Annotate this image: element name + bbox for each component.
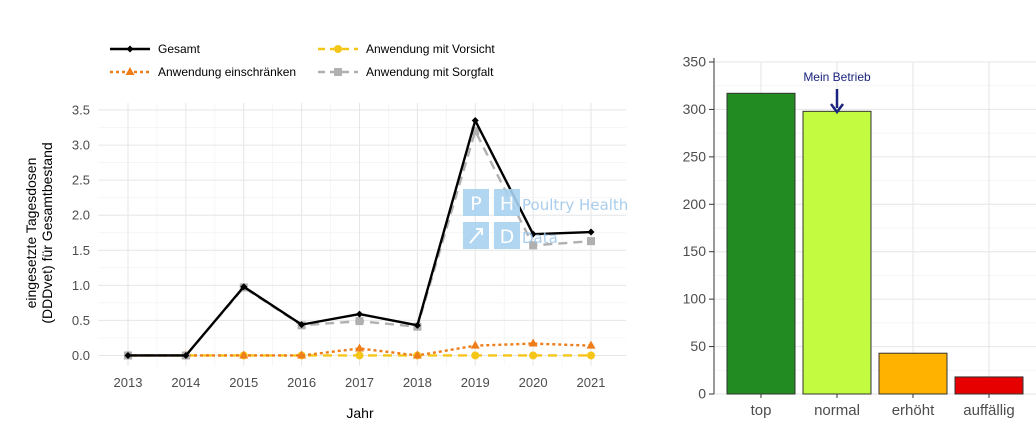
y-tick-label: 150: [683, 243, 707, 259]
logo-tile-p: [463, 189, 489, 216]
data-point-triangle: [528, 338, 538, 347]
data-point-diamond: [182, 351, 190, 359]
data-point-diamond: [240, 283, 248, 291]
y-tick-label: 250: [683, 148, 707, 164]
data-point-diamond: [529, 230, 537, 238]
logo-letter-d: D: [500, 226, 515, 248]
legend-entry: Anwendung mit Sorgfalt: [318, 65, 494, 79]
legend-entry: Anwendung einschränken: [110, 65, 296, 79]
bar-chart-bars: [726, 92, 1024, 395]
logo-letter-p: P: [470, 193, 481, 215]
y-tick-label: 50: [690, 338, 706, 354]
watermark-line-1: Poultry Health: [522, 196, 628, 214]
mein-betrieb-annotation: Mein Betrieb: [803, 70, 871, 115]
y-tick-label: 100: [683, 291, 707, 307]
watermark-line-2: Data: [522, 229, 558, 247]
data-point-circle: [471, 351, 480, 360]
data-point-triangle: [239, 350, 249, 359]
y-tick-label: 1.5: [72, 243, 90, 258]
legend-label: Gesamt: [158, 42, 201, 56]
y-tick-label: 2.0: [72, 208, 90, 223]
logo-tile-h: [494, 189, 520, 216]
legend-label: Anwendung mit Sorgfalt: [366, 65, 494, 79]
bar-chart-x-ticks: top normal erhöht auffällig: [751, 394, 1015, 419]
data-point-square: [334, 68, 342, 76]
data-point-diamond: [126, 45, 134, 53]
logo-letter-h: H: [500, 193, 514, 215]
data-point-diamond: [471, 117, 479, 125]
legend-entry: Anwendung mit Vorsicht: [318, 42, 495, 56]
y-axis-title-line-1: eingesetzte Tagesdosen: [23, 158, 39, 309]
y-tick-label: 1.0: [72, 278, 90, 293]
y-tick-label: 2.5: [72, 173, 90, 188]
down-arrow-icon: [830, 103, 844, 115]
data-point-circle: [529, 351, 538, 360]
x-tick-label: 2021: [577, 375, 606, 390]
line-chart-legend: Gesamt Anwendung mit Vorsicht Anwendung ei…: [110, 42, 495, 79]
data-point-triangle: [470, 340, 480, 349]
data-point-triangle: [586, 340, 596, 349]
legend-label: Anwendung mit Vorsicht: [366, 42, 495, 56]
line-chart-y-ticks: 0.0 0.5 1.0 1.5 2.0 2.5 3.0 3.5: [72, 103, 90, 363]
y-tick-label: 350: [683, 54, 707, 70]
y-tick-label: 0: [698, 386, 706, 402]
bar-erhöht: [878, 352, 948, 395]
bar-chart-y-ticks: 0 50 100 150 200 250 300 350: [683, 54, 715, 402]
bar-top: [726, 92, 796, 395]
y-axis-title-line-2: (DDDvet) für Gesamtbestand: [39, 142, 55, 323]
x-tick-label: 2017: [345, 375, 374, 390]
y-tick-label: 300: [683, 101, 707, 117]
x-tick-label: normal: [814, 402, 860, 419]
data-point-diamond: [298, 321, 306, 329]
y-tick-label: 0.0: [72, 348, 90, 363]
x-tick-label: 2013: [114, 375, 143, 390]
data-point-diamond: [124, 351, 132, 359]
x-axis-title: Jahr: [346, 405, 374, 421]
data-point-square: [471, 127, 480, 136]
x-tick-label: top: [751, 402, 772, 419]
data-point-triangle: [355, 343, 364, 352]
x-tick-label: 2016: [287, 375, 316, 390]
y-tick-label: 200: [683, 196, 707, 212]
legend-entry: Gesamt: [110, 42, 201, 56]
x-tick-label: 2019: [461, 375, 490, 390]
data-point-triangle: [125, 67, 135, 75]
legend-label: Anwendung einschränken: [158, 65, 296, 79]
logo-arrow-icon: [469, 228, 483, 244]
data-point-diamond: [356, 310, 363, 318]
data-point-diamond: [587, 228, 595, 236]
data-point-circle: [334, 45, 342, 53]
data-point-triangle: [297, 350, 307, 359]
x-tick-label: 2015: [229, 375, 258, 390]
x-tick-label: 2020: [519, 375, 548, 390]
y-tick-label: 0.5: [72, 313, 90, 328]
x-tick-label: auffällig: [963, 402, 1014, 419]
annotation-label: Mein Betrieb: [803, 70, 871, 84]
data-point-circle: [587, 351, 595, 360]
data-point-circle: [355, 351, 364, 360]
bar-auffällig: [954, 376, 1024, 395]
series-anwendung-einschränken: [123, 338, 596, 359]
y-tick-label: 3.5: [72, 103, 90, 118]
data-point-square: [355, 317, 364, 326]
logo-tile-d: [494, 222, 520, 249]
x-tick-label: erhöht: [892, 402, 935, 419]
data-point-square: [587, 237, 595, 246]
data-point-square: [529, 241, 538, 250]
poultry-health-data-watermark: P H D Poultry Health Data: [463, 189, 628, 249]
x-tick-label: 2018: [403, 375, 432, 390]
line-chart-x-ticks: 2013 2014 2015 2016 2017 2018 2019 2020 2021: [114, 375, 606, 390]
bar-chart: 0 50 100 150 200 250 300 350 top normal erhöht auf…: [683, 54, 1036, 419]
x-tick-label: 2014: [171, 375, 200, 390]
bar-normal: [802, 110, 872, 395]
y-tick-label: 3.0: [72, 138, 90, 153]
data-point-triangle: [412, 350, 422, 359]
data-point-diamond: [413, 321, 421, 329]
